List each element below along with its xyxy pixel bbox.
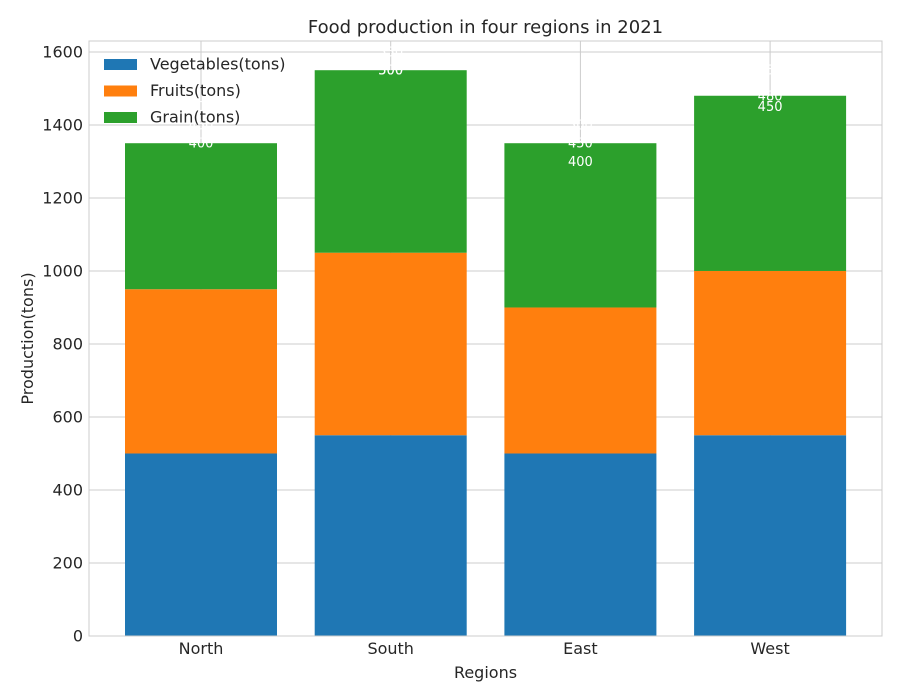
- y-tick-label: 200: [52, 553, 83, 572]
- bar-value-label-west-series-2: 480: [758, 89, 783, 104]
- bar-value-label-south-series-1: 500: [378, 64, 403, 79]
- y-tick-label: 600: [52, 407, 83, 426]
- bar-west-series-0: [694, 435, 847, 636]
- legend-label-1: Fruits(tons): [150, 81, 241, 100]
- bar-value-label-east-series-2: 450: [568, 137, 593, 152]
- bar-west-series-2: [694, 95, 847, 271]
- legend-label-0: Vegetables(tons): [150, 55, 285, 74]
- bar-value-label-south-series-0: 550: [378, 45, 403, 60]
- bars: [125, 70, 847, 636]
- legend-swatch-0: [104, 59, 137, 70]
- x-tick-label-south: South: [367, 639, 414, 658]
- x-tick-label-east: East: [563, 639, 598, 658]
- y-tick-label: 1600: [42, 42, 83, 61]
- x-tick-label-north: North: [179, 639, 224, 658]
- bar-value-label-north-series-0: 500: [189, 100, 214, 115]
- bar-value-label-north-series-1: 450: [189, 118, 214, 133]
- bar-east-series-0: [504, 453, 657, 636]
- x-tick-labels: North South East West: [179, 639, 790, 658]
- bar-east-series-1: [504, 307, 657, 454]
- bar-south-series-2: [314, 70, 467, 253]
- bar-north-series-0: [125, 453, 277, 636]
- y-tick-labels: 0 200 400 600 800 1000 1200 1400 1600: [42, 42, 83, 645]
- bar-value-label-north-series-2: 400: [189, 137, 214, 152]
- bar-value-label-east-series-1: 400: [568, 155, 593, 170]
- y-tick-label: 1400: [42, 115, 83, 134]
- legend: Vegetables(tons) Fruits(tons) Grain(tons): [104, 55, 285, 127]
- bar-north-series-1: [125, 289, 277, 454]
- bar-west-series-1: [694, 270, 847, 436]
- bar-south-series-0: [314, 435, 467, 636]
- chart-title: Food production in four regions in 2021: [308, 17, 663, 38]
- y-axis-label: Production(tons): [18, 272, 37, 404]
- bar-value-label-west-series-0: 550: [758, 64, 783, 79]
- legend-swatch-1: [104, 85, 137, 97]
- bar-value-label-east-series-0: 500: [568, 118, 593, 133]
- y-tick-label: 400: [52, 480, 83, 499]
- y-tick-label: 1200: [42, 188, 83, 207]
- y-tick-label: 800: [52, 334, 83, 353]
- legend-swatch-2: [104, 112, 137, 123]
- bar-east-series-2: [504, 143, 657, 308]
- bar-value-label-west-series-1: 450: [758, 100, 783, 115]
- legend-label-2: Grain(tons): [150, 108, 240, 127]
- x-tick-label-west: West: [750, 639, 789, 658]
- bar-value-label-south-series-2: 500: [378, 64, 403, 79]
- plot-frame: [88, 40, 883, 637]
- x-axis-label: Regions: [454, 663, 517, 682]
- y-tick-label: 0: [73, 627, 83, 646]
- y-tick-label: 1000: [42, 261, 83, 280]
- bar-south-series-1: [314, 252, 467, 436]
- bar-north-series-2: [125, 143, 277, 290]
